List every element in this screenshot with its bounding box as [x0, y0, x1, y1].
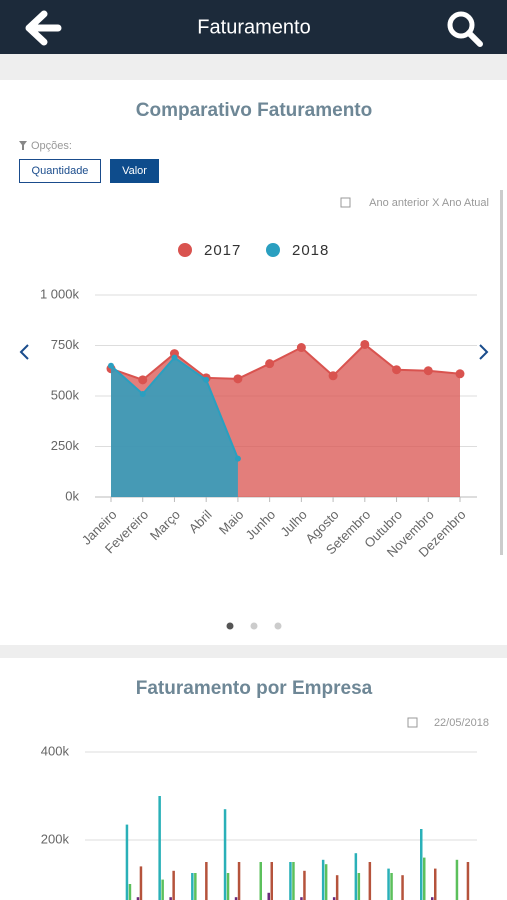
- bar: [455, 859, 459, 900]
- search-button[interactable]: [447, 11, 483, 47]
- bar: [158, 796, 161, 900]
- bar: [237, 862, 241, 900]
- back-button[interactable]: [25, 10, 62, 46]
- bar: [191, 873, 194, 900]
- data-point: [360, 339, 370, 349]
- legend-label: 2017: [204, 242, 241, 259]
- bar: [354, 853, 358, 900]
- data-point: [234, 455, 241, 462]
- bar: [423, 857, 426, 900]
- button[interactable]: [110, 159, 159, 183]
- bar: [431, 897, 434, 900]
- bar: [125, 824, 129, 900]
- legend-marker: [178, 243, 192, 257]
- bar: [321, 859, 325, 900]
- bar: [194, 873, 197, 900]
- prev-arrow[interactable]: [19, 344, 29, 360]
- bar: [136, 897, 140, 900]
- data-point: [265, 359, 275, 369]
- bar: [420, 829, 423, 900]
- pager-dot[interactable]: [274, 622, 282, 630]
- bar: [169, 897, 172, 900]
- date-label: 22/05/2018: [434, 717, 489, 729]
- bar: [223, 809, 227, 900]
- series-area: [111, 357, 238, 497]
- bar: [434, 868, 437, 900]
- y-tick-label: 1 000k: [40, 286, 80, 301]
- data-point: [108, 362, 114, 369]
- y-tick-label: 400k: [41, 743, 70, 758]
- calendar-icon: [340, 197, 351, 208]
- data-point: [171, 354, 178, 361]
- calendar-icon: [407, 717, 418, 728]
- button-label[interactable]: Quantidade: [32, 165, 89, 177]
- series-line: [110, 343, 461, 381]
- scrollbar: [500, 190, 503, 555]
- bar: [205, 862, 208, 900]
- chart-bar: 200k 400k: [41, 743, 477, 900]
- bar: [259, 862, 262, 900]
- bar: [332, 897, 336, 900]
- data-point: [203, 376, 210, 383]
- bar: [292, 862, 295, 900]
- bar: [226, 873, 230, 900]
- card-title: Faturamento por Empresa: [136, 678, 373, 699]
- y-tick-label: 200k: [41, 831, 70, 846]
- bar: [300, 897, 303, 900]
- y-tick-label: 0k: [65, 488, 79, 503]
- data-point: [139, 390, 146, 397]
- header-title: Faturamento: [197, 16, 310, 38]
- data-point: [233, 374, 243, 384]
- bar: [267, 892, 270, 900]
- bar: [128, 884, 132, 900]
- pager-dot[interactable]: [250, 622, 258, 630]
- data-point: [138, 375, 148, 385]
- bar: [139, 866, 143, 900]
- data-point: [423, 366, 433, 376]
- next-arrow[interactable]: [479, 344, 489, 360]
- bar: [172, 870, 175, 900]
- data-point: [455, 369, 465, 379]
- bar: [335, 875, 339, 900]
- bar: [289, 862, 292, 900]
- bar: [401, 875, 404, 900]
- data-point: [328, 371, 338, 381]
- period-label: Ano anterior X Ano Atual: [369, 197, 489, 209]
- bar: [466, 862, 470, 900]
- options-label: Opções:: [31, 140, 72, 152]
- y-tick-label: 500k: [51, 387, 80, 402]
- legend-marker: [266, 243, 280, 257]
- legend-label: 2018: [292, 242, 329, 259]
- button[interactable]: [19, 159, 101, 183]
- bar: [324, 864, 328, 900]
- bar: [161, 879, 164, 900]
- data-point: [392, 365, 402, 375]
- pager-dot[interactable]: [226, 622, 234, 630]
- card-title: Comparativo Faturamento: [136, 100, 372, 121]
- bar: [368, 862, 372, 900]
- bar: [270, 862, 273, 900]
- bar: [303, 870, 306, 900]
- filter-icon: [19, 141, 27, 150]
- y-tick-label: 750k: [51, 337, 80, 352]
- data-point: [296, 343, 306, 353]
- y-tick-label: 250k: [51, 438, 80, 453]
- header-bar: [0, 0, 507, 54]
- bar: [357, 873, 361, 900]
- button-label[interactable]: Valor: [122, 165, 147, 177]
- bar: [390, 873, 393, 900]
- bar: [387, 868, 390, 900]
- bar: [234, 897, 238, 900]
